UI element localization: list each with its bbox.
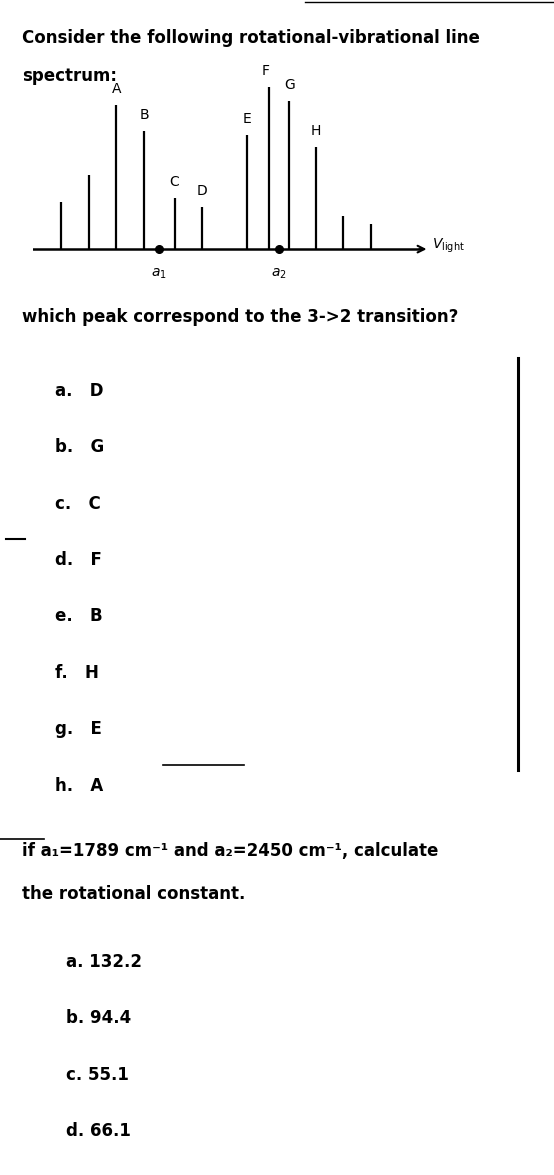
Text: E: E [242, 112, 251, 126]
Text: b. 94.4: b. 94.4 [66, 1009, 132, 1027]
Text: a.   D: a. D [55, 382, 104, 400]
Text: a. 132.2: a. 132.2 [66, 953, 142, 971]
Text: b.   G: b. G [55, 438, 105, 456]
Text: d.   F: d. F [55, 551, 102, 569]
Text: D: D [197, 184, 208, 199]
Text: c.   C: c. C [55, 495, 101, 512]
Text: d. 66.1: d. 66.1 [66, 1122, 131, 1140]
Text: f.   H: f. H [55, 664, 99, 681]
Text: $a_2$: $a_2$ [271, 267, 286, 281]
Text: F: F [262, 65, 270, 78]
Text: the rotational constant.: the rotational constant. [22, 885, 245, 902]
Text: g.   E: g. E [55, 720, 102, 738]
Text: Consider the following rotational-vibrational line: Consider the following rotational-vibrat… [22, 29, 480, 47]
Text: spectrum:: spectrum: [22, 67, 117, 85]
Text: C: C [170, 175, 179, 189]
Text: h.   A: h. A [55, 777, 104, 794]
Text: $a_1$: $a_1$ [151, 267, 167, 281]
Text: which peak correspond to the 3->2 transition?: which peak correspond to the 3->2 transi… [22, 308, 459, 325]
Text: $\it{V}_{\rm{light}}$: $\it{V}_{\rm{light}}$ [432, 236, 465, 255]
Text: if a₁=1789 cm⁻¹ and a₂=2450 cm⁻¹, calculate: if a₁=1789 cm⁻¹ and a₂=2450 cm⁻¹, calcul… [22, 842, 439, 860]
Text: A: A [111, 82, 121, 96]
Text: B: B [139, 108, 149, 122]
Text: G: G [284, 79, 295, 93]
Text: H: H [311, 125, 321, 139]
Text: c. 55.1: c. 55.1 [66, 1066, 129, 1083]
Text: e.   B: e. B [55, 607, 103, 625]
